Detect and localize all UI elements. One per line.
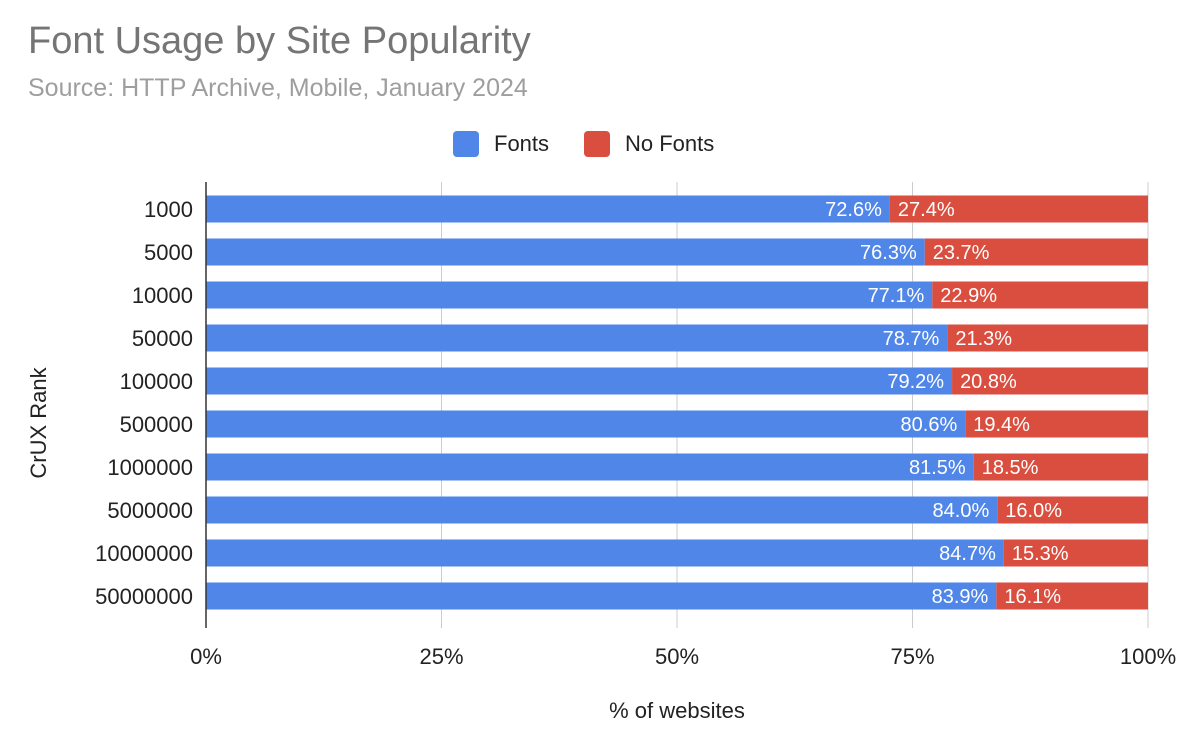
x-tick-label: 25% bbox=[419, 644, 463, 669]
data-label-no-fonts: 16.0% bbox=[1005, 500, 1062, 522]
bar-fonts bbox=[206, 453, 974, 481]
data-label-fonts: 79.2% bbox=[887, 371, 944, 393]
y-tick-label: 10000 bbox=[132, 283, 193, 308]
bar-fonts bbox=[206, 195, 890, 223]
data-label-no-fonts: 15.3% bbox=[1012, 543, 1069, 565]
bar-no-fonts bbox=[889, 195, 1148, 223]
y-tick-label: 500000 bbox=[120, 412, 193, 437]
x-tick-label: 100% bbox=[1120, 644, 1176, 669]
chart-subtitle: Source: HTTP Archive, Mobile, January 20… bbox=[28, 74, 528, 102]
data-label-no-fonts: 19.4% bbox=[973, 414, 1030, 436]
x-axis-title: % of websites bbox=[609, 698, 745, 723]
data-label-fonts: 78.7% bbox=[883, 328, 940, 350]
data-label-fonts: 72.6% bbox=[825, 199, 882, 221]
y-tick-label: 5000000 bbox=[107, 498, 193, 523]
y-tick-label: 1000 bbox=[144, 197, 193, 222]
x-tick-label: 75% bbox=[890, 644, 934, 669]
legend-swatch-fonts bbox=[453, 131, 479, 157]
data-label-fonts: 76.3% bbox=[860, 242, 917, 264]
data-label-no-fonts: 27.4% bbox=[898, 199, 955, 221]
bar-fonts bbox=[206, 539, 1004, 567]
legend-label-fonts: Fonts bbox=[494, 131, 549, 156]
y-axis-title: CrUX Rank bbox=[26, 366, 51, 478]
data-label-no-fonts: 18.5% bbox=[982, 457, 1039, 479]
y-tick-label: 5000 bbox=[144, 240, 193, 265]
data-label-fonts: 81.5% bbox=[909, 457, 966, 479]
data-label-fonts: 77.1% bbox=[868, 285, 925, 307]
legend: Fonts No Fonts bbox=[453, 131, 714, 157]
y-tick-label: 50000000 bbox=[95, 584, 193, 609]
legend-swatch-no-fonts bbox=[584, 131, 610, 157]
bars bbox=[206, 195, 1148, 610]
data-label-fonts: 84.0% bbox=[933, 500, 990, 522]
bar-fonts bbox=[206, 582, 997, 610]
x-tick-label: 0% bbox=[190, 644, 222, 669]
y-tick-label: 100000 bbox=[120, 369, 193, 394]
bar-fonts bbox=[206, 367, 953, 395]
chart-title: Font Usage by Site Popularity bbox=[28, 20, 531, 62]
data-label-no-fonts: 20.8% bbox=[960, 371, 1017, 393]
data-label-no-fonts: 21.3% bbox=[955, 328, 1012, 350]
x-tick-label: 50% bbox=[655, 644, 699, 669]
data-label-fonts: 84.7% bbox=[939, 543, 996, 565]
bar-fonts bbox=[206, 324, 948, 352]
x-axis-ticks: 0% 25% 50% 75% 100% bbox=[190, 644, 1176, 669]
bar-fonts bbox=[206, 410, 966, 438]
bar-fonts bbox=[206, 281, 933, 309]
bar-no-fonts bbox=[924, 238, 1148, 266]
bar-no-fonts bbox=[1003, 539, 1148, 567]
y-tick-label: 50000 bbox=[132, 326, 193, 351]
y-axis-ticks: 1000 5000 10000 50000 100000 500000 1000000 500… bbox=[95, 197, 193, 609]
bar-no-fonts bbox=[965, 410, 1148, 438]
data-label-no-fonts: 23.7% bbox=[933, 242, 990, 264]
bar-no-fonts bbox=[996, 582, 1148, 610]
bar-no-fonts bbox=[932, 281, 1148, 309]
bar-labels: 72.6% 27.4% 76.3% 23.7% 77.1% 22.9%78.7% 21.3%… bbox=[825, 199, 1069, 608]
bar-fonts bbox=[206, 496, 998, 524]
bar-no-fonts bbox=[997, 496, 1148, 524]
bar-fonts bbox=[206, 238, 925, 266]
bar-no-fonts bbox=[973, 453, 1148, 481]
data-label-fonts: 80.6% bbox=[901, 414, 958, 436]
data-label-no-fonts: 16.1% bbox=[1004, 586, 1061, 608]
data-label-fonts: 83.9% bbox=[932, 586, 989, 608]
y-tick-label: 10000000 bbox=[95, 541, 193, 566]
data-label-no-fonts: 22.9% bbox=[940, 285, 997, 307]
legend-label-no-fonts: No Fonts bbox=[625, 131, 714, 156]
y-tick-label: 1000000 bbox=[107, 455, 193, 480]
bar-no-fonts bbox=[947, 324, 1148, 352]
bar-no-fonts bbox=[952, 367, 1148, 395]
